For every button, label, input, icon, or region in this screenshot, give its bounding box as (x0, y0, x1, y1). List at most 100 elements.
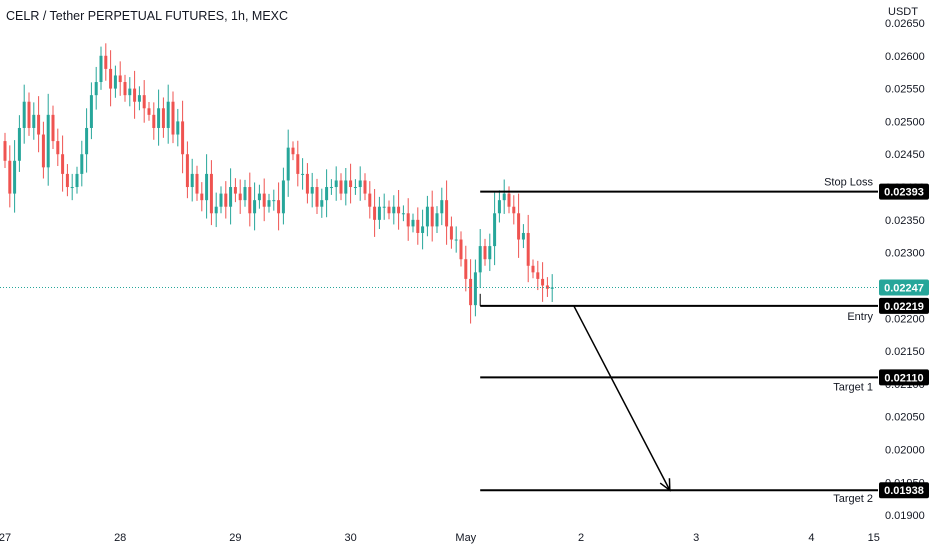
candle-body (512, 206, 516, 214)
candle-body (521, 232, 525, 240)
candle-body (99, 55, 103, 83)
candle-body (171, 101, 175, 135)
candle-body (267, 200, 271, 207)
current-price-badge-text: 0.02247 (884, 282, 924, 294)
candle-body (425, 206, 429, 227)
x-tick-label: 3 (693, 532, 699, 544)
candle-body (104, 55, 108, 69)
candle-body (277, 200, 281, 214)
candle-body (536, 272, 540, 279)
candle-body (80, 154, 84, 174)
candle-body (176, 121, 180, 135)
candle-body (41, 134, 45, 168)
candle-body (257, 193, 261, 201)
candle-body (214, 206, 218, 214)
candle-body (65, 173, 69, 188)
candle-body (233, 187, 237, 194)
candle-body (262, 193, 266, 207)
target-1-badge-text: 0.02110 (884, 372, 923, 384)
x-tick-label: 27 (0, 532, 11, 544)
candle-body (507, 193, 511, 207)
candle-body (37, 114, 41, 135)
x-tick-label: 2 (578, 532, 584, 544)
projection-arrow-head (659, 478, 671, 492)
candle-body (416, 219, 420, 233)
candle-body (281, 180, 285, 214)
target-2-badge-text: 0.01938 (884, 485, 924, 497)
candle-body (435, 213, 439, 227)
candle-body (339, 180, 343, 194)
y-tick-label: 0.02200 (885, 313, 925, 325)
candle-body (353, 187, 357, 189)
candle-body (421, 226, 425, 233)
candle-body (13, 160, 17, 194)
candle-body (541, 278, 545, 286)
y-tick-label: 0.02050 (885, 412, 925, 424)
candle-body (349, 180, 353, 188)
y-tick-label: 0.02650 (885, 18, 925, 30)
candle-body (70, 187, 74, 189)
candle-body (137, 95, 141, 102)
candle-body (478, 246, 482, 273)
candle-body (253, 200, 257, 214)
candle-body (397, 206, 401, 214)
candle-body (377, 206, 381, 220)
candle-body (32, 114, 36, 128)
candle-body (205, 173, 209, 201)
candle-body (464, 259, 468, 279)
y-tick-label: 0.02600 (885, 51, 925, 63)
candle-body (329, 187, 333, 189)
candle-body (358, 180, 362, 188)
candle-body (61, 154, 65, 174)
candle-body (113, 75, 117, 89)
candle-body (411, 219, 415, 227)
candle-body (195, 173, 199, 194)
candle-body (17, 127, 21, 161)
candle-body (488, 246, 492, 260)
candle-body (334, 180, 338, 188)
stop-loss-badge-text: 0.02393 (884, 187, 924, 199)
entry-badge (879, 297, 929, 314)
candle-body (291, 147, 295, 155)
candle-body (51, 114, 55, 142)
candle-body (469, 278, 473, 306)
candle-body (272, 200, 276, 202)
candle-body (209, 173, 213, 214)
candle-body (310, 187, 314, 194)
candle-body (382, 206, 386, 208)
candle-body (392, 206, 396, 214)
candle-body (181, 121, 185, 155)
candle-body (325, 187, 329, 201)
candle-body (229, 187, 233, 207)
stop-loss-label: Stop Loss (824, 177, 873, 189)
candle-body (320, 200, 324, 207)
entry-label: Entry (847, 311, 873, 323)
candle-body (497, 200, 501, 214)
y-tick-label: 0.02000 (885, 445, 925, 457)
x-tick-label: 29 (229, 532, 241, 544)
candle-body (185, 154, 189, 188)
candle-body (296, 154, 300, 174)
candle-body (56, 141, 60, 155)
candle-body (8, 160, 12, 194)
candle-body (109, 68, 113, 89)
candle-body (243, 187, 247, 201)
candle-body (517, 213, 521, 240)
stop-loss-badge (879, 183, 929, 200)
candle-body (161, 108, 165, 128)
candle-body (142, 95, 146, 109)
candle-body (445, 200, 449, 227)
current-price-badge (879, 279, 929, 296)
candle-body (344, 180, 348, 194)
x-tick-label: 28 (114, 532, 126, 544)
candle-body (224, 193, 228, 207)
candle-body (401, 213, 405, 215)
candle-body (286, 147, 290, 181)
candle-body (373, 206, 377, 220)
candle-body (166, 101, 170, 128)
y-tick-label: 0.01900 (885, 510, 925, 522)
candle-body (550, 287, 554, 289)
y-tick-label: 0.02350 (885, 215, 925, 227)
candle-body (315, 187, 319, 207)
